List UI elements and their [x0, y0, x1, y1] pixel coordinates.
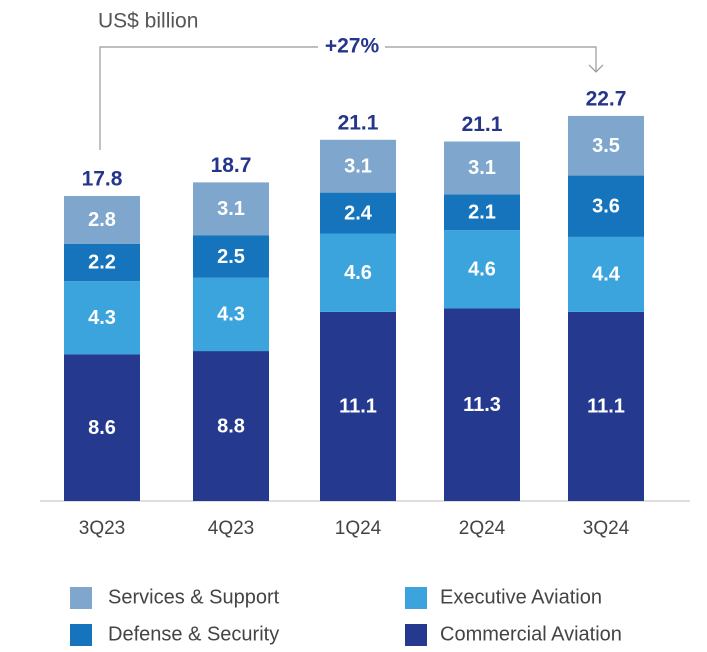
data-label: 3.6 — [592, 196, 620, 218]
legend-swatch — [70, 587, 92, 609]
bar-segment — [568, 175, 644, 237]
bar-segment — [64, 196, 140, 244]
data-label: 4.3 — [217, 304, 245, 326]
unit-label: US$ billion — [98, 10, 198, 33]
x-tick-label: 4Q23 — [208, 518, 254, 539]
data-label: 2.5 — [217, 246, 245, 268]
bar-segment — [320, 233, 396, 312]
legend-swatch — [70, 624, 92, 646]
data-label: 4.4 — [592, 264, 621, 286]
bar-segment — [320, 139, 396, 193]
bar-segment — [444, 308, 520, 501]
bar-segment — [444, 194, 520, 231]
data-label: 11.1 — [339, 396, 377, 418]
data-label: 2.8 — [88, 209, 116, 231]
total-label: 22.7 — [586, 87, 627, 110]
bar-segment — [568, 311, 644, 501]
bar-segment — [64, 354, 140, 501]
data-label: 11.3 — [463, 394, 501, 416]
x-tick-label: 1Q24 — [335, 518, 382, 539]
data-label: 8.6 — [88, 417, 116, 439]
bar-segment — [320, 192, 396, 234]
x-tick-label: 2Q24 — [459, 518, 506, 539]
data-label: 4.6 — [468, 259, 496, 281]
data-label: 4.3 — [88, 307, 116, 329]
data-label: 4.6 — [344, 262, 372, 284]
legend-label: Defense & Security — [108, 623, 279, 645]
x-tick-label: 3Q24 — [583, 518, 630, 539]
data-label: 2.4 — [344, 202, 373, 224]
data-label: 3.1 — [468, 157, 496, 179]
bar-segment — [320, 311, 396, 501]
bar-segment — [444, 141, 520, 195]
bracket-left — [99, 46, 318, 151]
data-label: 3.1 — [344, 155, 372, 177]
growth-annotation: +27% — [325, 35, 380, 58]
total-label: 21.1 — [338, 111, 379, 134]
legend-swatch — [405, 624, 427, 646]
total-label: 18.7 — [211, 154, 252, 177]
legend-label: Commercial Aviation — [440, 623, 622, 645]
bar-segment — [193, 351, 269, 501]
bar-segment — [444, 230, 520, 309]
bar-segment — [193, 277, 269, 352]
x-tick-label: 3Q23 — [79, 518, 125, 539]
bar-segment — [64, 281, 140, 355]
bar-segment — [193, 235, 269, 278]
bracket-right — [385, 46, 604, 73]
legend-label: Services & Support — [108, 586, 280, 608]
data-label: 2.2 — [88, 252, 116, 274]
bar-segment — [64, 243, 140, 282]
legend-label: Executive Aviation — [440, 586, 602, 608]
total-label: 17.8 — [82, 168, 123, 191]
data-label: 8.8 — [217, 415, 245, 437]
data-label: 11.1 — [587, 396, 625, 418]
bar-segment — [568, 236, 644, 312]
data-label: 3.1 — [217, 198, 245, 220]
data-label: 3.5 — [592, 135, 620, 157]
data-label: 2.1 — [468, 201, 496, 223]
bar-segment — [568, 115, 644, 176]
bar-segment — [193, 182, 269, 236]
total-label: 21.1 — [462, 113, 503, 136]
legend-swatch — [405, 587, 427, 609]
